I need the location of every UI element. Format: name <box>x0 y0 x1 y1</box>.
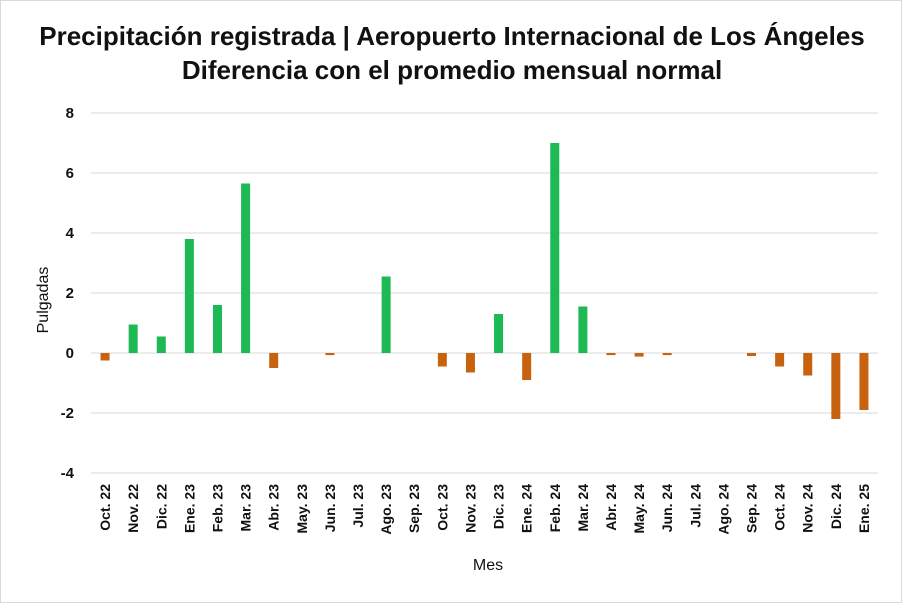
chart-subtitle: Diferencia con el promedio mensual norma… <box>181 55 723 85</box>
x-tick-label: Dic. 24 <box>828 484 844 529</box>
chart-title-block: Precipitación registrada | Aeropuerto In… <box>1 19 902 87</box>
x-tick-label: Ago. 24 <box>715 484 731 535</box>
bar-dic-22 <box>156 336 166 353</box>
y-axis-label: Pulgadas <box>35 267 52 334</box>
bar-abr-23 <box>269 353 279 368</box>
x-tick-label: Jun. 24 <box>659 484 675 532</box>
bar-jun-23 <box>325 353 335 356</box>
x-tick-label: Abr. 24 <box>603 484 619 531</box>
x-tick-label: Oct. 22 <box>97 484 113 531</box>
bar-dic-23 <box>494 314 504 353</box>
x-axis-label: Mes <box>473 557 503 574</box>
y-tick-label: 4 <box>66 225 75 242</box>
grid-lines <box>91 112 878 474</box>
bars <box>100 143 869 419</box>
x-tick-label: Ene. 25 <box>856 484 872 533</box>
x-tick-label: Jul. 23 <box>350 484 366 528</box>
x-tick-label: Ene. 24 <box>519 484 535 533</box>
bar-nov-23 <box>465 353 475 373</box>
bar-oct-22 <box>100 353 110 361</box>
y-tick-label: 8 <box>66 105 74 122</box>
x-tick-label: Mar. 24 <box>575 484 591 532</box>
x-tick-label: Jun. 23 <box>322 484 338 532</box>
bar-feb-23 <box>212 305 222 353</box>
bar-ene-24 <box>522 353 532 380</box>
bar-feb-24 <box>550 143 560 353</box>
x-tick-label: Dic. 23 <box>491 484 507 529</box>
y-tick-label: -2 <box>61 405 74 422</box>
x-tick-label: Nov. 23 <box>462 484 478 533</box>
x-tick-label: Sep. 24 <box>744 484 760 533</box>
bar-oct-23 <box>437 353 447 367</box>
y-tick-labels: 8 6 4 2 0 -2 -4 <box>61 105 75 482</box>
x-tick-label: May. 24 <box>631 484 647 534</box>
x-tick-label: Ago. 23 <box>378 484 394 535</box>
x-tick-label: Oct. 24 <box>772 484 788 531</box>
y-tick-label: 6 <box>66 165 74 182</box>
bar-sep-24 <box>747 353 757 356</box>
bar-nov-22 <box>128 324 138 353</box>
bar-nov-24 <box>803 353 813 376</box>
bar-ene-23 <box>184 239 194 353</box>
bar-ago-23 <box>381 276 391 353</box>
y-tick-label: -4 <box>61 465 75 482</box>
x-tick-label: Jul. 24 <box>687 484 703 528</box>
x-tick-labels: Oct. 22 Nov. 22 Dic. 22 Ene. 23 Feb. 23 Mar. … <box>97 484 872 535</box>
bar-ene-25 <box>859 353 869 410</box>
bar-may-24 <box>634 353 644 357</box>
x-tick-label: Mar. 23 <box>238 484 254 532</box>
x-tick-label: Nov. 22 <box>125 484 141 533</box>
x-tick-label: Dic. 22 <box>153 484 169 529</box>
chart-title: Precipitación registrada | Aeropuerto In… <box>39 21 865 51</box>
x-tick-label: Feb. 23 <box>209 484 225 532</box>
x-tick-label: May. 23 <box>294 484 310 534</box>
bar-oct-24 <box>775 353 785 367</box>
x-tick-label: Abr. 23 <box>266 484 282 531</box>
x-tick-label: Nov. 24 <box>800 484 816 533</box>
bar-mar-23 <box>241 183 251 353</box>
bar-dic-24 <box>831 353 841 419</box>
y-tick-label: 2 <box>66 285 74 302</box>
x-tick-label: Feb. 24 <box>547 484 563 532</box>
x-tick-label: Sep. 23 <box>406 484 422 533</box>
bar-jun-24 <box>662 353 672 356</box>
bar-mar-24 <box>578 306 588 353</box>
x-tick-label: Oct. 23 <box>434 484 450 531</box>
y-tick-label: 0 <box>66 345 74 362</box>
bar-abr-24 <box>606 353 616 356</box>
x-tick-label: Ene. 23 <box>181 484 197 533</box>
